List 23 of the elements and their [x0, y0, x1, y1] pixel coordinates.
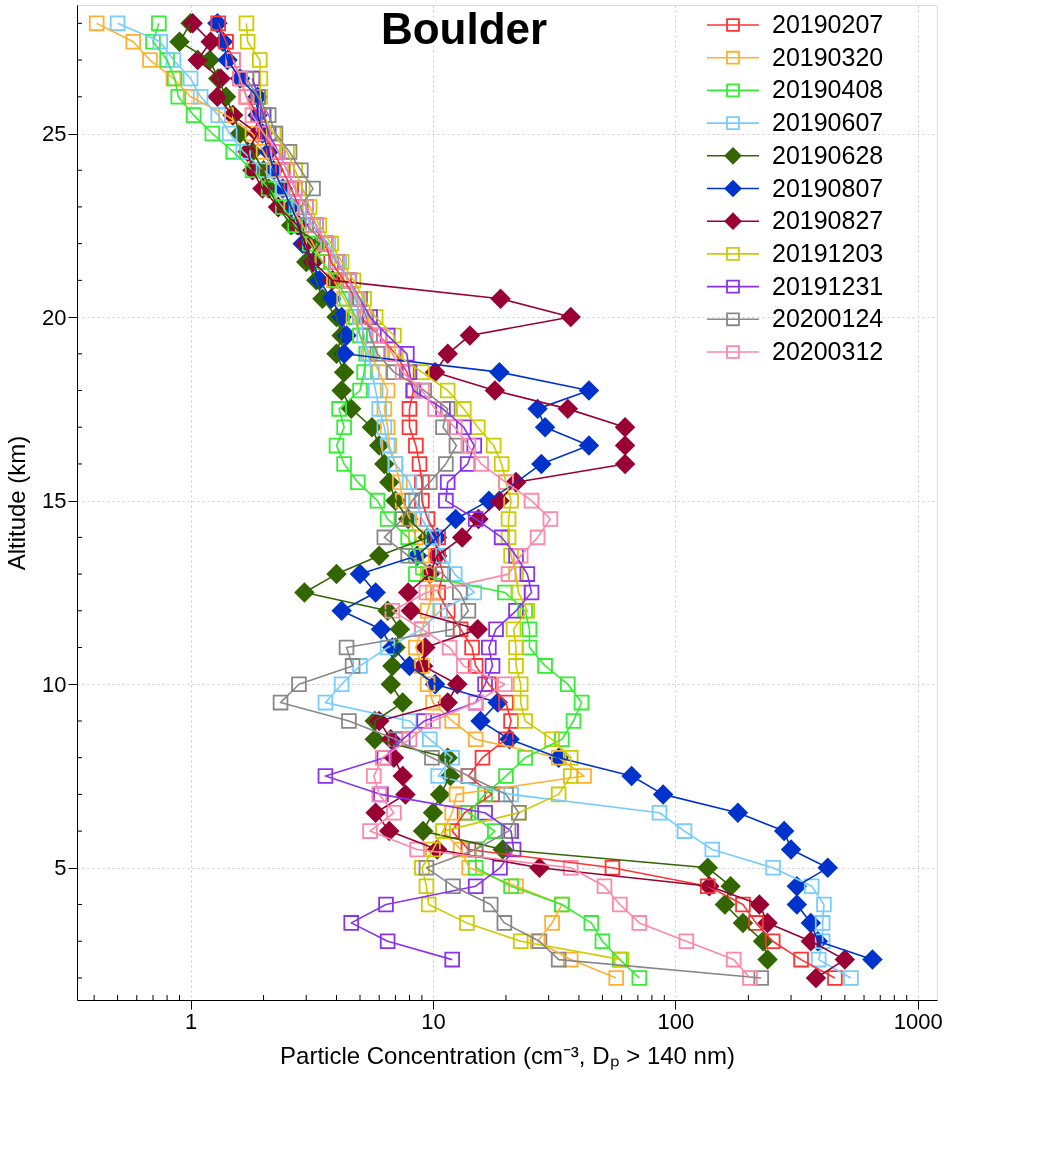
y-tick-label: 15	[42, 488, 67, 514]
legend-label: 20190607	[772, 108, 884, 137]
x-tick-label: 1	[184, 1008, 198, 1034]
x-tick-label: 100	[657, 1008, 695, 1034]
legend-label: 20191203	[772, 238, 884, 267]
legend-label: 20200124	[772, 304, 884, 333]
legend-label: 20190320	[772, 42, 884, 71]
legend-label: 20190807	[772, 173, 884, 202]
legend-label: 20190827	[772, 206, 884, 235]
y-tick-label: 10	[42, 671, 67, 697]
chart-title: Boulder	[380, 4, 548, 53]
legend-label: 20190207	[772, 10, 884, 38]
y-tick-label: 5	[54, 855, 67, 881]
legend-label: 20200312	[772, 337, 884, 365]
legend-label: 20190408	[772, 75, 884, 104]
x-axis-title: Particle Concentration (cm⁻³, Dₚ > 140 nm)	[280, 1041, 735, 1070]
y-tick-label: 25	[42, 121, 67, 147]
x-tick-label: 10	[421, 1008, 446, 1034]
y-axis-title: Altitude (km)	[3, 435, 31, 571]
legend-label: 20191231	[772, 271, 884, 300]
x-tick-label: 1000	[893, 1008, 943, 1034]
legend-label: 20190628	[772, 140, 884, 169]
y-tick-label: 20	[42, 304, 67, 330]
